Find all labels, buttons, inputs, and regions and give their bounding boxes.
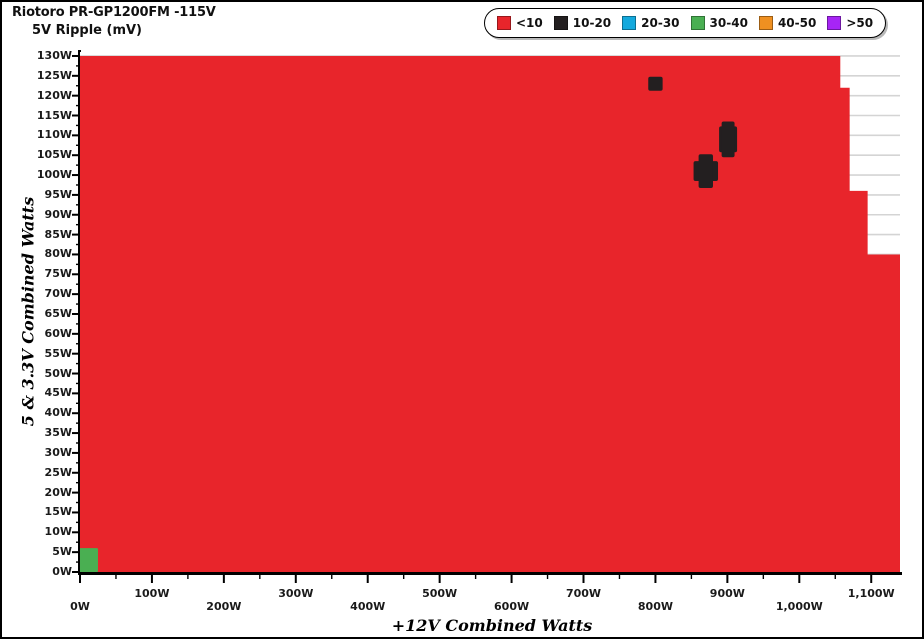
plot-svg	[80, 55, 900, 572]
legend-item[interactable]: 10-20	[553, 16, 612, 30]
x-axis-tick-label: 800W	[637, 600, 673, 613]
x-axis-tick-label: 0W	[70, 600, 90, 613]
data-marker-10-20	[721, 121, 735, 158]
y-axis-tick-label: 25W	[44, 465, 72, 479]
y-axis-tick-label: 90W	[44, 207, 72, 221]
legend-item[interactable]: 20-30	[622, 16, 680, 30]
x-axis-line	[78, 572, 902, 575]
legend-item[interactable]: >50	[827, 16, 873, 30]
chart-legend: <10 10-20 20-30 30-40 40-50 >50	[484, 8, 887, 38]
legend-item-label: 10-20	[572, 16, 612, 30]
y-axis-tick-label: 95W	[44, 187, 72, 201]
y-axis-tick-label: 100W	[36, 168, 72, 182]
x-axis-tick-label: 900W	[709, 587, 745, 600]
legend-swatch-icon	[553, 16, 568, 30]
legend-swatch-icon	[827, 16, 842, 30]
x-axis-tick-label: 1,000W	[775, 600, 823, 613]
data-marker-30-40	[80, 548, 98, 572]
legend-item-label: <10	[516, 16, 543, 30]
data-marker-10-20	[698, 154, 713, 188]
legend-item[interactable]: 40-50	[758, 16, 817, 30]
legend-item[interactable]: <10	[497, 16, 543, 30]
y-axis-tick-label: 0W	[52, 565, 72, 578]
x-axis-tick-label: 200W	[206, 600, 242, 613]
data-marker-10-20	[648, 76, 663, 91]
legend-item-label: >50	[846, 16, 874, 30]
y-axis-tick-label: 130W	[36, 48, 72, 62]
plot-area	[80, 52, 900, 572]
y-axis-tick-label: 125W	[36, 68, 72, 82]
x-axis-tick-label: 400W	[350, 600, 386, 613]
legend-swatch-icon	[622, 16, 637, 30]
y-axis-tick-label: 120W	[36, 88, 72, 102]
y-axis-tick-label: 65W	[44, 306, 72, 320]
x-axis-title: +12V Combined Watts	[391, 616, 593, 635]
x-axis-tick-label: 700W	[565, 587, 602, 600]
title-block: Riotoro PR-GP1200FM -115V 5V Ripple (mV)	[12, 5, 216, 38]
legend-item[interactable]: 30-40	[690, 16, 748, 30]
x-axis-tick-label: 100W	[134, 587, 170, 600]
x-axis-tick-label: 1,100W	[847, 587, 895, 600]
y-axis-tick-label: 20W	[44, 485, 72, 499]
y-axis-tick-label: 15W	[44, 505, 72, 519]
y-axis-tick-label: 30W	[44, 445, 72, 459]
x-axis-tick-label: 500W	[422, 587, 458, 600]
heatmap-region-10	[80, 55, 900, 572]
y-axis-tick-label: 115W	[36, 108, 72, 122]
chart-subtitle: 5V Ripple (mV)	[32, 23, 142, 38]
legend-swatch-icon	[758, 16, 773, 30]
chart-title: Riotoro PR-GP1200FM -115V	[12, 5, 216, 20]
y-axis-tick-label: 35W	[44, 426, 72, 440]
y-axis-tick-label: 70W	[44, 287, 72, 301]
legend-swatch-icon	[497, 16, 511, 30]
x-axis-tick-label: 600W	[494, 600, 530, 613]
y-axis-tick-label: 50W	[44, 366, 72, 380]
legend-item-label: 20-30	[641, 16, 680, 30]
legend-item-label: 40-50	[777, 16, 817, 30]
y-axis-tick-label: 55W	[44, 346, 72, 360]
y-axis-tick-label: 45W	[44, 386, 72, 400]
y-axis-tick-label: 105W	[36, 148, 72, 162]
y-axis-line	[78, 50, 81, 574]
legend-item-label: 30-40	[709, 16, 748, 30]
y-axis-tick-label: 5W	[52, 545, 72, 559]
y-axis-tick-label: 40W	[44, 406, 72, 420]
y-axis-tick-label: 75W	[44, 267, 72, 281]
y-axis-tick-label: 80W	[44, 247, 72, 261]
y-axis-tick-label: 60W	[44, 326, 72, 340]
y-axis-tick-labels: 0W 5W 10W 15W 20W 25W 30W 35W 40W 45W 50W 55W 60W 65W…	[16, 2, 72, 641]
y-axis-tick-label: 85W	[44, 227, 72, 241]
y-axis-tick-label: 10W	[44, 525, 72, 539]
legend-swatch-icon	[690, 16, 705, 30]
y-axis-tick-label: 110W	[36, 128, 72, 142]
x-axis-tick-label: 300W	[278, 587, 314, 600]
